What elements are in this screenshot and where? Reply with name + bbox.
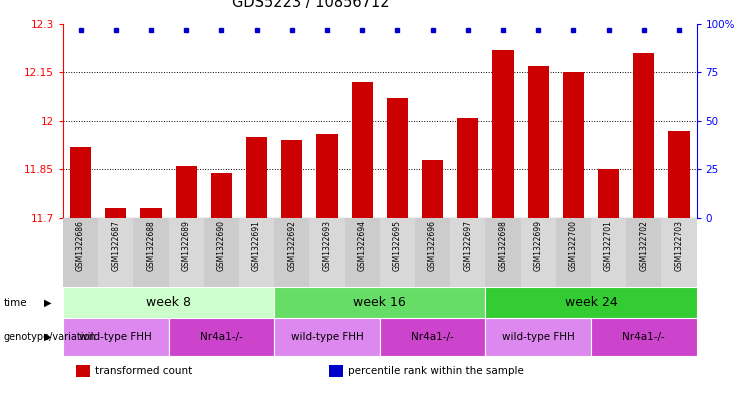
Text: GSM1322697: GSM1322697	[463, 220, 472, 271]
Bar	[485, 287, 697, 318]
Text: GSM1322699: GSM1322699	[534, 220, 542, 271]
Bar	[485, 218, 520, 287]
Bar	[591, 218, 626, 287]
Bar	[239, 218, 274, 287]
Text: GSM1322701: GSM1322701	[604, 220, 613, 271]
Bar	[316, 134, 337, 218]
Text: GSM1322694: GSM1322694	[358, 220, 367, 271]
Bar	[591, 318, 697, 356]
Text: GSM1322696: GSM1322696	[428, 220, 437, 271]
Bar	[450, 218, 485, 287]
Text: genotype/variation: genotype/variation	[4, 332, 96, 342]
Bar	[387, 98, 408, 218]
Bar	[274, 318, 379, 356]
Text: Nr4a1-/-: Nr4a1-/-	[200, 332, 243, 342]
Text: wild-type FHH: wild-type FHH	[290, 332, 363, 342]
Text: GDS5223 / 10856712: GDS5223 / 10856712	[233, 0, 390, 10]
Text: percentile rank within the sample: percentile rank within the sample	[348, 366, 524, 376]
Bar	[168, 318, 274, 356]
Bar	[168, 218, 204, 287]
Text: Nr4a1-/-: Nr4a1-/-	[411, 332, 454, 342]
Text: GSM1322702: GSM1322702	[639, 220, 648, 271]
Bar	[176, 166, 197, 218]
Bar	[246, 137, 267, 218]
Bar	[63, 318, 169, 356]
Bar	[133, 218, 168, 287]
Bar	[274, 218, 309, 287]
Bar	[70, 147, 91, 218]
Bar	[345, 218, 379, 287]
Bar	[457, 118, 478, 218]
Text: GSM1322686: GSM1322686	[76, 220, 85, 271]
Bar	[528, 66, 548, 218]
Bar	[633, 53, 654, 218]
Bar	[141, 208, 162, 218]
Text: GSM1322695: GSM1322695	[393, 220, 402, 271]
Bar	[415, 218, 450, 287]
Bar	[661, 218, 697, 287]
Text: GSM1322692: GSM1322692	[288, 220, 296, 271]
Bar	[76, 365, 90, 377]
Bar	[351, 82, 373, 218]
Text: week 8: week 8	[146, 296, 191, 309]
Text: wild-type FHH: wild-type FHH	[502, 332, 574, 342]
Text: GSM1322700: GSM1322700	[569, 220, 578, 271]
Bar	[210, 173, 232, 218]
Text: week 16: week 16	[353, 296, 406, 309]
Text: Nr4a1-/-: Nr4a1-/-	[622, 332, 665, 342]
Text: time: time	[4, 298, 27, 308]
Bar	[310, 218, 345, 287]
Bar	[204, 218, 239, 287]
Bar	[422, 160, 443, 218]
Bar	[281, 140, 302, 218]
Bar	[63, 218, 98, 287]
Bar	[105, 208, 126, 218]
Bar	[485, 318, 591, 356]
Bar	[329, 365, 343, 377]
Text: wild-type FHH: wild-type FHH	[79, 332, 152, 342]
Bar	[379, 318, 485, 356]
Text: GSM1322691: GSM1322691	[252, 220, 261, 271]
Bar	[556, 218, 591, 287]
Bar	[668, 130, 689, 218]
Bar	[562, 72, 584, 218]
Text: ▶: ▶	[44, 332, 52, 342]
Bar	[626, 218, 661, 287]
Text: GSM1322690: GSM1322690	[217, 220, 226, 271]
Text: GSM1322703: GSM1322703	[674, 220, 683, 271]
Text: transformed count: transformed count	[95, 366, 192, 376]
Text: GSM1322689: GSM1322689	[182, 220, 190, 271]
Text: GSM1322688: GSM1322688	[147, 220, 156, 271]
Text: week 24: week 24	[565, 296, 617, 309]
Text: ▶: ▶	[44, 298, 52, 308]
Text: GSM1322698: GSM1322698	[499, 220, 508, 271]
Bar	[520, 218, 556, 287]
Bar	[598, 169, 619, 218]
Bar	[492, 50, 514, 218]
Bar	[274, 287, 485, 318]
Text: GSM1322687: GSM1322687	[111, 220, 120, 271]
Bar	[379, 218, 415, 287]
Text: GSM1322693: GSM1322693	[322, 220, 331, 271]
Bar	[63, 287, 274, 318]
Bar	[98, 218, 133, 287]
